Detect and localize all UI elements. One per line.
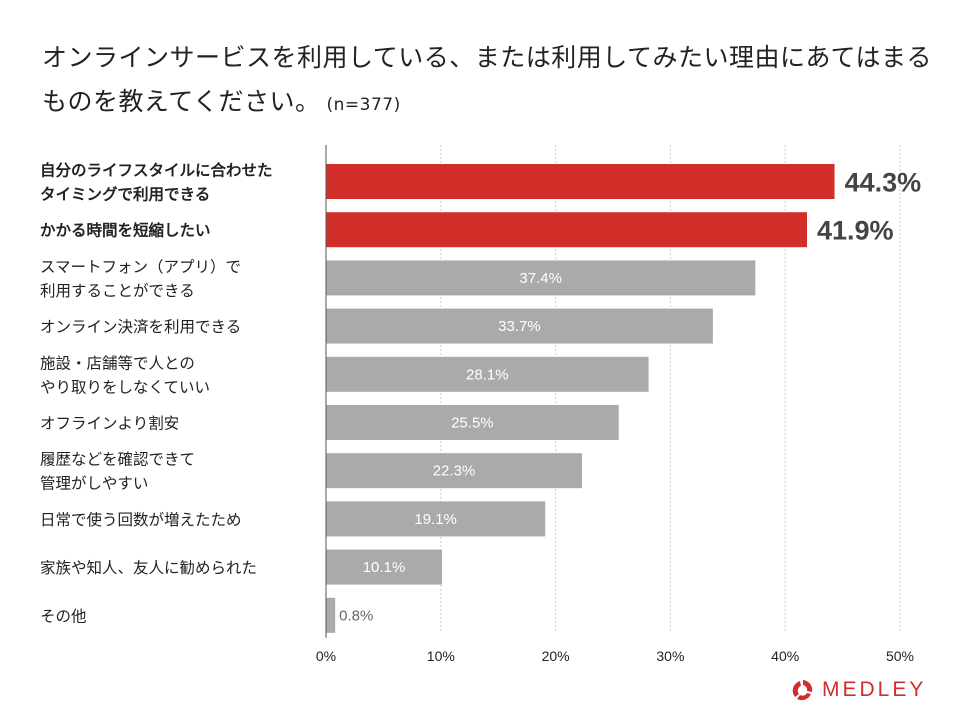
x-tick-label: 30% [656, 648, 684, 664]
category-label: 家族や知人、友人に勧められた [40, 559, 257, 577]
bar [326, 405, 619, 440]
category-label: 施設・店舗等で人との [40, 354, 195, 372]
category-label: 管理がしやすい [40, 475, 148, 493]
data-label: 19.1% [414, 511, 457, 528]
medley-logo-icon [792, 680, 813, 701]
category-label: オフラインより割安 [40, 415, 179, 433]
bar [326, 356, 649, 392]
x-tick-label: 20% [542, 648, 570, 664]
category-label: その他 [40, 607, 87, 625]
bar [326, 597, 336, 633]
bar [326, 501, 546, 537]
category-label: 履歴などを確認できて [40, 451, 195, 469]
sample-size: (n=377) [326, 95, 401, 115]
x-tick-label: 50% [886, 648, 914, 664]
category-label: 利用することができる [40, 282, 195, 300]
data-label: 25.5% [451, 415, 494, 432]
data-label: 10.1% [363, 559, 406, 576]
x-tick-label: 0% [316, 648, 336, 664]
category-label: 日常で使う回数が増えたため [40, 511, 242, 529]
data-label: 22.3% [433, 463, 476, 480]
category-label: かかる時間を短縮したい [40, 221, 211, 240]
data-label: 28.1% [466, 366, 509, 383]
x-tick-label: 10% [427, 648, 455, 664]
data-label: 0.8% [339, 607, 373, 624]
bar [326, 260, 756, 296]
bar [326, 308, 713, 344]
category-label: やり取りをしなくていい [40, 378, 210, 396]
category-label: スマートフォン（アプリ）で [40, 258, 241, 276]
data-label: 33.7% [498, 318, 541, 335]
chart-title: オンラインサービスを利用している、または利用してみたい理由にあてはまるものを教え… [42, 36, 942, 127]
x-tick-label: 40% [771, 648, 799, 664]
category-label: オンライン決済を利用できる [40, 318, 241, 336]
category-label: 自分のライフスタイルに合わせた [40, 161, 273, 180]
category-label: タイミングで利用できる [40, 185, 210, 204]
data-label: 41.9% [817, 216, 894, 246]
brand-logo: MEDLEY [792, 678, 926, 702]
data-label: 37.4% [519, 270, 562, 287]
bar [326, 549, 442, 585]
brand-name: MEDLEY [822, 678, 927, 701]
chart-title-text: オンラインサービスを利用している、または利用してみたい理由にあてはまるものを教え… [42, 43, 933, 116]
bar [326, 453, 583, 489]
bar [326, 164, 835, 199]
data-label: 44.3% [845, 168, 922, 198]
bar [326, 212, 808, 248]
